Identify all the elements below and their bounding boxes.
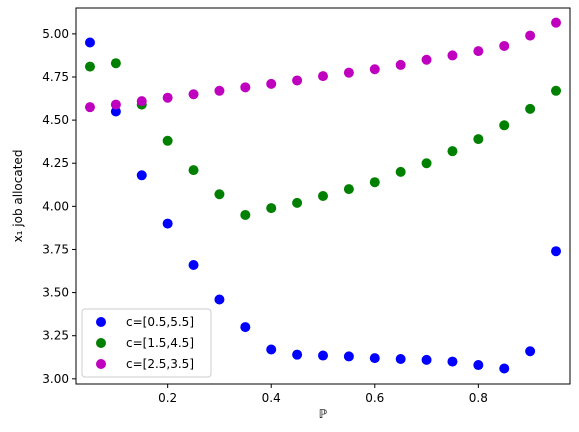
data-point-series-3 xyxy=(447,50,458,61)
data-point-series-2 xyxy=(395,166,406,177)
x-tick-label: 0.8 xyxy=(469,391,488,405)
x-axis-label: ℙ xyxy=(319,407,327,421)
data-point-series-1 xyxy=(214,294,225,305)
data-point-series-3 xyxy=(84,102,95,113)
data-point-series-1 xyxy=(421,354,432,365)
data-point-series-2 xyxy=(292,197,303,208)
data-point-series-1 xyxy=(240,322,251,333)
legend: c=[0.5,5.5] c=[1.5,4.5] c=[2.5,3.5] xyxy=(81,308,212,378)
legend-box xyxy=(81,308,212,378)
data-point-series-1 xyxy=(188,259,199,270)
axis-ticks: 0.2 0.4 0.6 0.8 3.00 3.25 3.50 3.75 4.00 4.25 4.50… xyxy=(42,27,488,405)
data-point-series-3 xyxy=(136,96,147,107)
data-point-series-2 xyxy=(551,85,562,96)
data-point-series-2 xyxy=(110,58,121,69)
data-point-series-3 xyxy=(318,71,328,82)
data-point-series-1 xyxy=(110,106,121,117)
data-point-series-3 xyxy=(266,78,277,89)
data-point-series-3 xyxy=(499,40,510,51)
data-point-series-2 xyxy=(318,191,328,201)
data-point-series-2 xyxy=(162,135,173,146)
data-point-series-3 xyxy=(395,59,406,70)
y-tick-label: 3.00 xyxy=(42,372,69,386)
data-point-series-3 xyxy=(525,30,536,41)
data-point-series-1 xyxy=(369,353,380,364)
legend-label-series-2: c=[1.5,4.5] xyxy=(126,336,194,350)
data-point-series-2 xyxy=(369,177,380,188)
y-axis-label: x₁ job allocated xyxy=(11,150,25,243)
data-point-series-3 xyxy=(551,17,562,28)
plot-area-frame xyxy=(75,7,571,385)
data-point-series-2 xyxy=(499,120,510,131)
x-tick-label: 0.2 xyxy=(158,391,177,405)
data-point-series-1 xyxy=(473,360,484,371)
y-tick-label: 3.25 xyxy=(42,329,69,343)
data-point-series-3 xyxy=(214,85,225,96)
y-tick-label: 4.50 xyxy=(42,113,69,127)
data-point-series-3 xyxy=(421,54,432,65)
x-tick-label: 0.4 xyxy=(262,391,281,405)
data-point-series-2 xyxy=(266,203,277,214)
y-tick-label: 4.25 xyxy=(42,156,69,170)
data-point-series-3 xyxy=(473,46,484,57)
data-point-series-3 xyxy=(343,67,354,78)
data-point-series-2 xyxy=(421,158,432,169)
data-point-series-2 xyxy=(84,61,95,72)
x-tick-label: 0.6 xyxy=(365,391,384,405)
y-tick-label: 3.50 xyxy=(42,286,69,300)
data-point-series-1 xyxy=(551,246,562,257)
data-point-series-2 xyxy=(343,184,354,195)
data-point-series-1 xyxy=(525,346,536,357)
data-point-series-2 xyxy=(214,189,225,200)
y-tick-label: 5.00 xyxy=(42,27,69,41)
data-point-series-1 xyxy=(136,170,147,181)
data-point-series-3 xyxy=(292,75,303,86)
data-point-series-2 xyxy=(240,209,251,220)
data-point-series-1 xyxy=(318,350,328,361)
data-point-series-3 xyxy=(110,99,121,110)
data-point-series-3 xyxy=(188,89,199,100)
data-point-series-2 xyxy=(188,165,199,176)
y-tick-label: 4.75 xyxy=(42,70,69,84)
legend-label-series-3: c=[2.5,3.5] xyxy=(126,357,194,371)
data-point-series-2 xyxy=(473,134,484,145)
legend-marker-series-1 xyxy=(96,317,106,327)
data-point-series-1 xyxy=(343,351,354,362)
data-point-series-1 xyxy=(84,37,95,48)
data-point-series-1 xyxy=(499,363,510,374)
data-point-series-1 xyxy=(447,356,458,367)
data-point-series-1 xyxy=(395,353,406,364)
legend-marker-series-3 xyxy=(96,359,106,369)
data-point-series-3 xyxy=(369,64,380,75)
legend-label-series-1: c=[0.5,5.5] xyxy=(126,315,194,329)
data-point-series-3 xyxy=(162,92,173,103)
data-points xyxy=(84,17,562,374)
y-tick-label: 3.75 xyxy=(42,242,69,256)
data-point-series-1 xyxy=(162,218,173,229)
data-point-series-2 xyxy=(447,146,458,157)
y-tick-label: 4.00 xyxy=(42,199,69,213)
data-point-series-3 xyxy=(240,82,251,93)
data-point-series-1 xyxy=(292,349,303,360)
data-point-series-1 xyxy=(266,344,277,355)
legend-marker-series-2 xyxy=(96,338,106,348)
data-point-series-2 xyxy=(525,103,536,114)
